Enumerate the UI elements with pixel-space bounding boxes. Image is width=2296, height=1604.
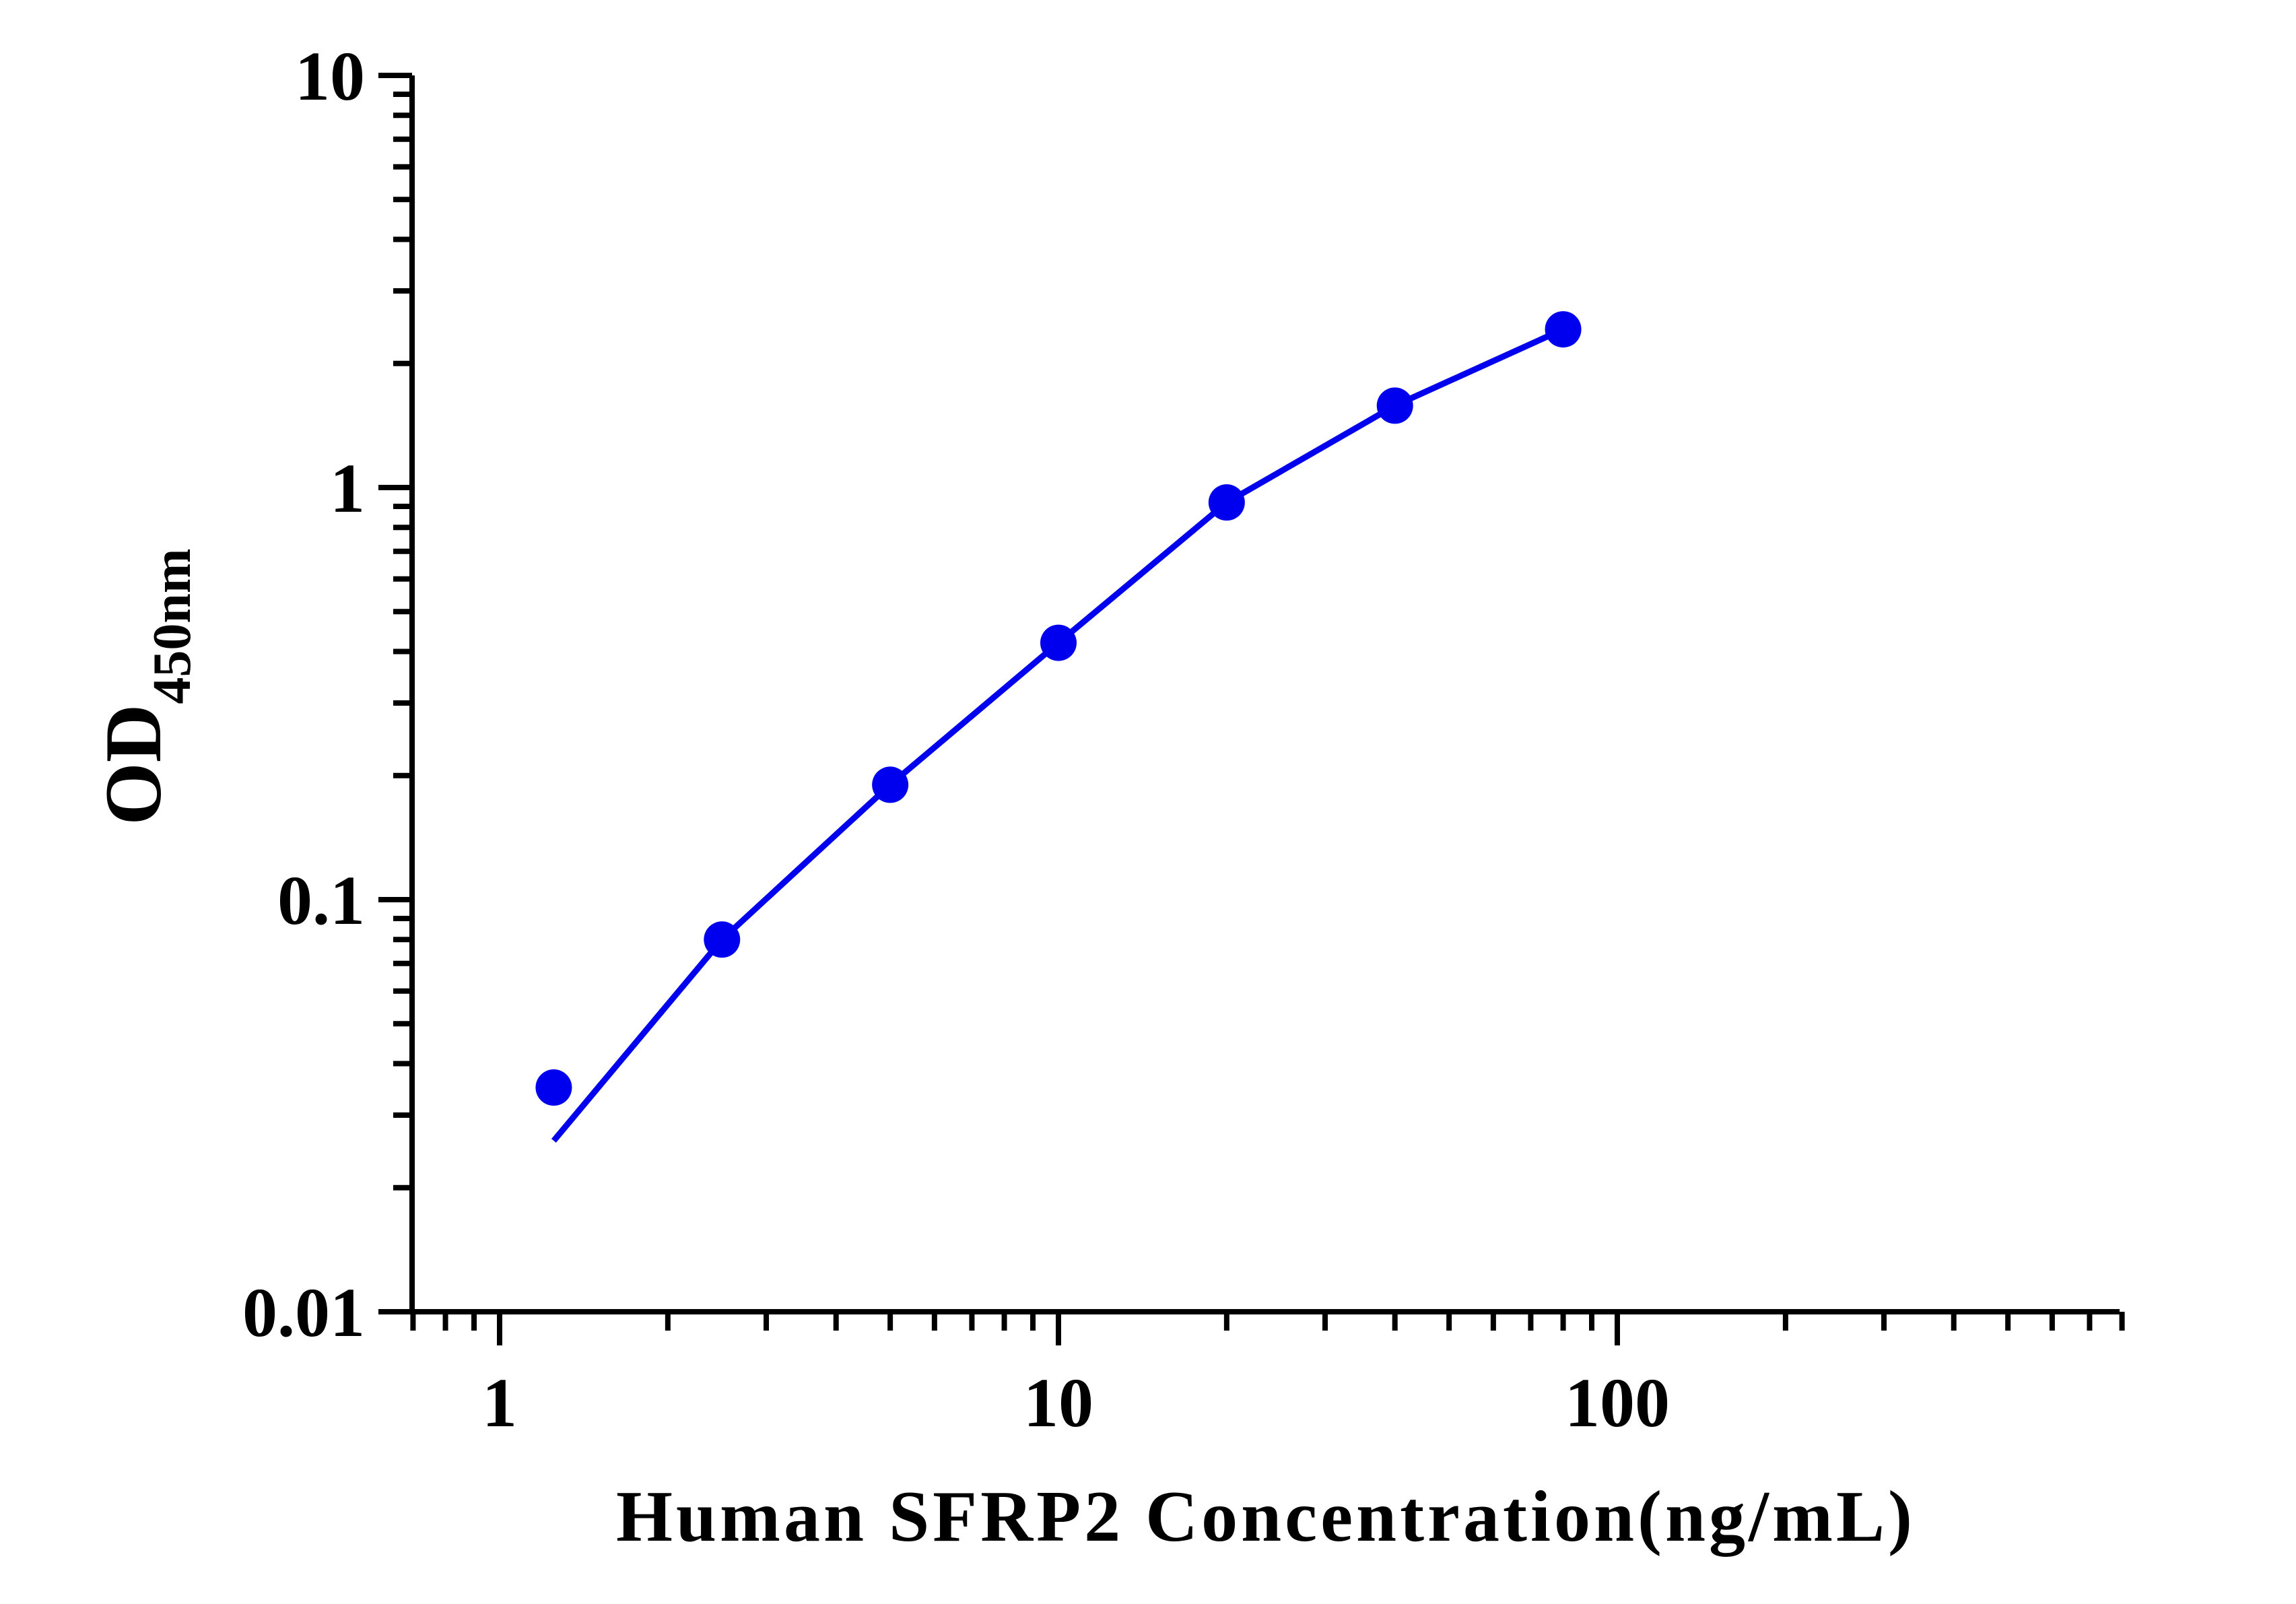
y-tick-label: 10	[295, 38, 365, 115]
x-tick-label: 10	[1023, 1364, 1093, 1442]
x-axis-title: Human SFRP2 Concentration(ng/mL)	[616, 1477, 1916, 1557]
tick-labels: 0.01 0.1 1 10 1 10 100	[242, 38, 1670, 1442]
data-point	[535, 1069, 572, 1106]
data-point	[872, 766, 909, 803]
plot-area	[535, 311, 1582, 1143]
svg-text:OD450nm: OD450nm	[88, 548, 202, 825]
data-point	[1208, 484, 1245, 521]
x-tick-label: 100	[1565, 1364, 1670, 1442]
y-tick-label: 1	[330, 450, 365, 527]
axes	[378, 73, 2125, 1345]
y-tick-label: 0.01	[242, 1274, 365, 1351]
y-tick-label: 0.1	[277, 862, 365, 939]
axis-ticks	[378, 73, 2125, 1345]
fit-curve-line	[551, 327, 1565, 1143]
y-axis-title: OD450nm	[88, 548, 202, 825]
data-point	[704, 921, 741, 958]
y-axis-title-main: OD	[88, 704, 178, 826]
data-point	[1376, 387, 1413, 424]
data-point	[1040, 624, 1077, 661]
y-axis-title-subscript: 450nm	[143, 548, 202, 704]
data-point	[1545, 311, 1582, 348]
x-tick-label: 1	[482, 1364, 517, 1442]
